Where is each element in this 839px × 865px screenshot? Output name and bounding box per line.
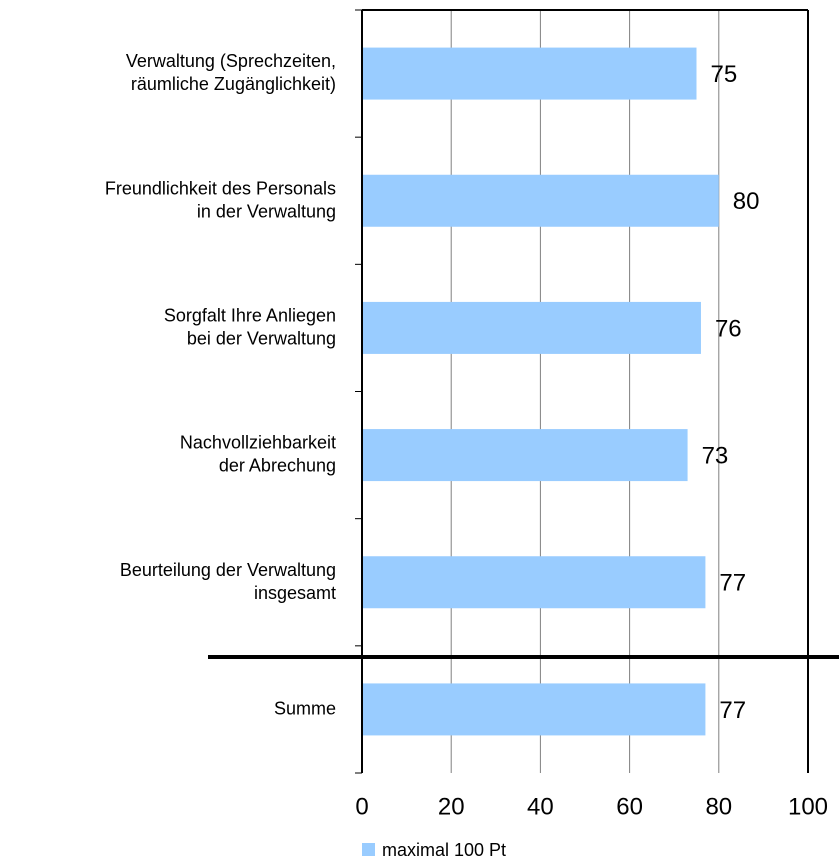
y-tick-label-line: Summe [274,698,336,718]
y-tick-label: Summe [274,698,336,718]
y-tick-label-line: in der Verwaltung [197,201,336,221]
y-tick-label: Nachvollziehbarkeit der Abrechung [180,432,336,475]
x-tick-label: 60 [616,793,643,820]
bar [362,47,697,100]
y-tick-label: Beurteilung der Verwaltung insgesamt [120,560,336,603]
x-tick-label: 80 [705,793,732,820]
y-tick-label: Verwaltung (Sprechzeiten, räumliche Zugän… [126,51,336,94]
value-label: 73 [702,442,729,469]
y-tick-label: Freundlichkeit des Personals in der Verwa… [105,178,336,221]
y-tick-label-line: Nachvollziehbarkeit [180,432,336,452]
y-tick-label-line: Verwaltung (Sprechzeiten, [126,51,336,71]
value-label: 76 [715,315,742,342]
y-tick-label-line: räumliche Zugänglichkeit) [131,74,336,94]
bar [362,683,706,736]
legend-swatch [362,843,375,856]
x-tick-label: 40 [527,793,554,820]
bar [362,174,719,227]
x-tick-label: 0 [355,793,368,820]
bar [362,301,701,354]
y-tick-label-line: der Abrechung [219,455,336,475]
bar [362,429,688,482]
legend-label: maximal 100 Pt [382,840,506,860]
y-tick-label-line: insgesamt [254,583,336,603]
value-label: 75 [711,61,738,88]
value-label: 77 [719,697,746,724]
y-tick-label-line: Beurteilung der Verwaltung [120,560,336,580]
y-tick-label: Sorgfalt Ihre Anliegen bei der Verwaltung [164,305,336,348]
value-label: 80 [733,188,760,215]
bar [362,556,706,609]
y-tick-label-line: Freundlichkeit des Personals [105,178,336,198]
x-tick-label: 20 [438,793,465,820]
value-label: 77 [719,570,746,597]
x-tick-label: 100 [788,793,828,820]
y-tick-label-line: bei der Verwaltung [187,328,336,348]
y-tick-label-line: Sorgfalt Ihre Anliegen [164,305,336,325]
